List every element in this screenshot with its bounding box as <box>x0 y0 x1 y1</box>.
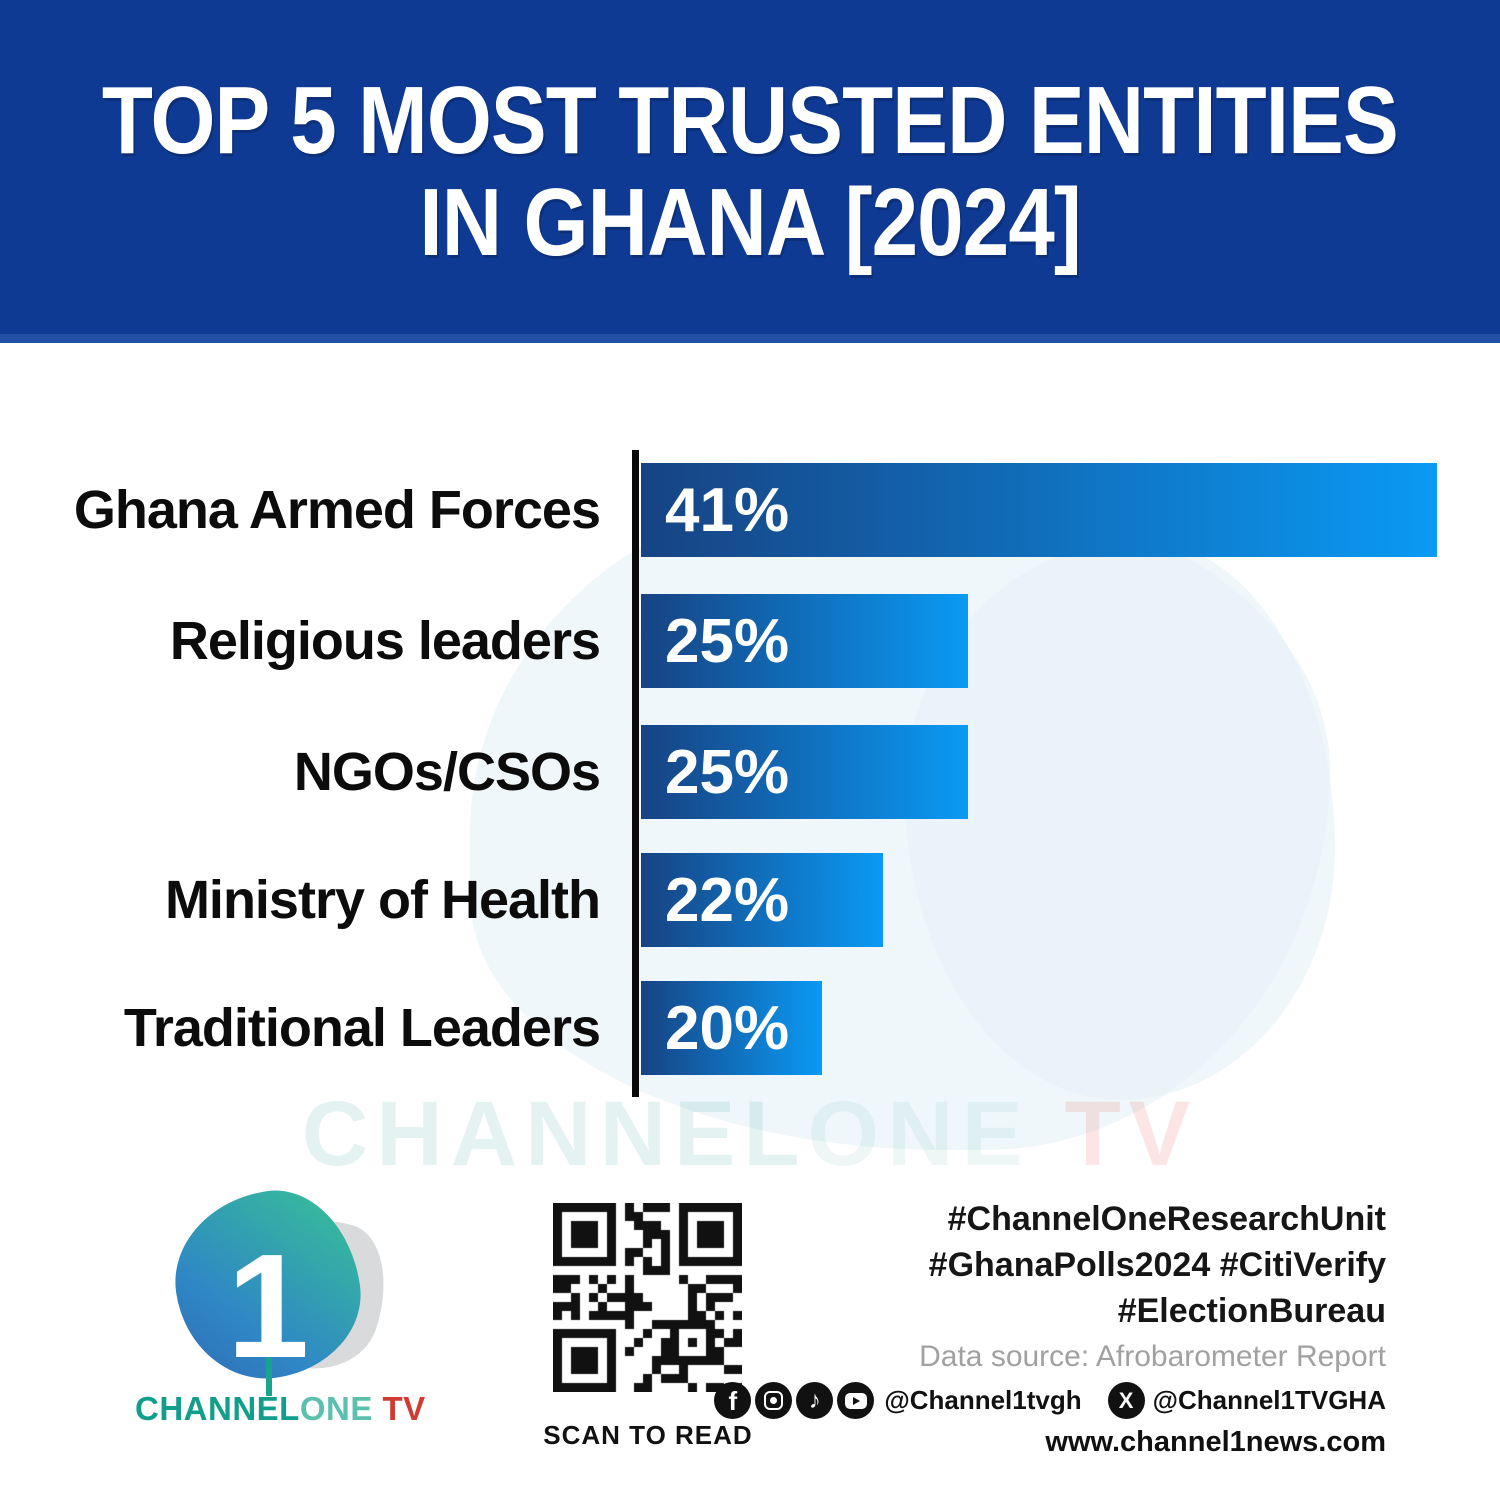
qr-caption: SCAN TO READ <box>543 1420 753 1450</box>
social-handle-x: @Channel1TVGHA <box>1152 1385 1386 1415</box>
hashtag-line: #GhanaPolls2024 #CitiVerify <box>928 1246 1386 1284</box>
bar-value: 25% <box>665 737 790 807</box>
bar-value: 41% <box>665 475 790 545</box>
wordmark-one: ONE <box>299 1390 373 1427</box>
bar-label: Ghana Armed Forces <box>73 480 601 540</box>
x-twitter-icon: X <box>1107 1382 1145 1419</box>
channelone-tv-text-watermark: CHANNELONE TV <box>0 1088 1500 1180</box>
logo-numeral-tail <box>266 1330 272 1396</box>
data-source-note: Data source: Afrobarometer Report <box>919 1340 1386 1373</box>
hashtag-line: #ChannelOneResearchUnit <box>947 1200 1386 1238</box>
logo-numeral: 1 <box>226 1224 310 1389</box>
hashtag-line: #ElectionBureau <box>1117 1292 1386 1330</box>
qr-code <box>553 1203 742 1392</box>
bar: 25% <box>641 725 968 819</box>
facebook-icon: f <box>714 1382 752 1419</box>
background-logo-watermark-blob-inner <box>905 540 1335 1100</box>
watermark-one: ONE <box>807 1083 1031 1185</box>
wordmark-tv: TV <box>372 1390 426 1427</box>
youtube-icon <box>837 1382 875 1419</box>
website-url: www.channel1news.com <box>1045 1426 1386 1458</box>
bar: 22% <box>641 853 883 947</box>
bar-label: NGOs/CSOs <box>293 742 601 802</box>
bar: 41% <box>641 463 1437 557</box>
tiktok-icon: ♪ <box>796 1382 834 1419</box>
page-title-line1: TOP 5 MOST TRUSTED ENTITIES <box>101 67 1399 175</box>
page-title-line2: IN GHANA [2024] <box>419 169 1081 276</box>
bar: 25% <box>641 594 968 688</box>
bar-row: Ministry of Health 22% <box>0 853 1500 947</box>
social-media-row: f ♪ @Channel1tvgh X @Channel1TVGHA <box>714 1382 1386 1419</box>
bar-row: Traditional Leaders 20% <box>0 981 1500 1075</box>
bar-row: Religious leaders 25% <box>0 594 1500 688</box>
bar-label: Traditional Leaders <box>123 998 601 1058</box>
bar-row: Ghana Armed Forces 41% <box>0 463 1500 557</box>
bar-value: 22% <box>665 865 790 935</box>
watermark-tv: TV <box>1031 1083 1199 1185</box>
bar-value: 25% <box>665 606 790 676</box>
logo-wordmark: CHANNELONE TV <box>135 1390 425 1428</box>
watermark-channel: CHANNEL <box>301 1083 808 1185</box>
bar: 20% <box>641 981 822 1075</box>
footer-info-block: #ChannelOneResearchUnit #GhanaPolls2024 … <box>714 1196 1386 1459</box>
bar-label: Religious leaders <box>169 611 601 671</box>
chart-axis-line <box>632 450 639 1097</box>
wordmark-channel: CHANNEL <box>135 1390 300 1427</box>
banner-bottom-strip <box>0 334 1500 343</box>
instagram-icon <box>755 1382 793 1419</box>
bar-row: NGOs/CSOs 25% <box>0 725 1500 819</box>
bar-label: Ministry of Health <box>164 870 601 930</box>
social-handle-primary: @Channel1tvgh <box>884 1385 1082 1415</box>
bar-value: 20% <box>665 993 790 1063</box>
header-banner: TOP 5 MOST TRUSTED ENTITIES IN GHANA [20… <box>0 0 1500 334</box>
